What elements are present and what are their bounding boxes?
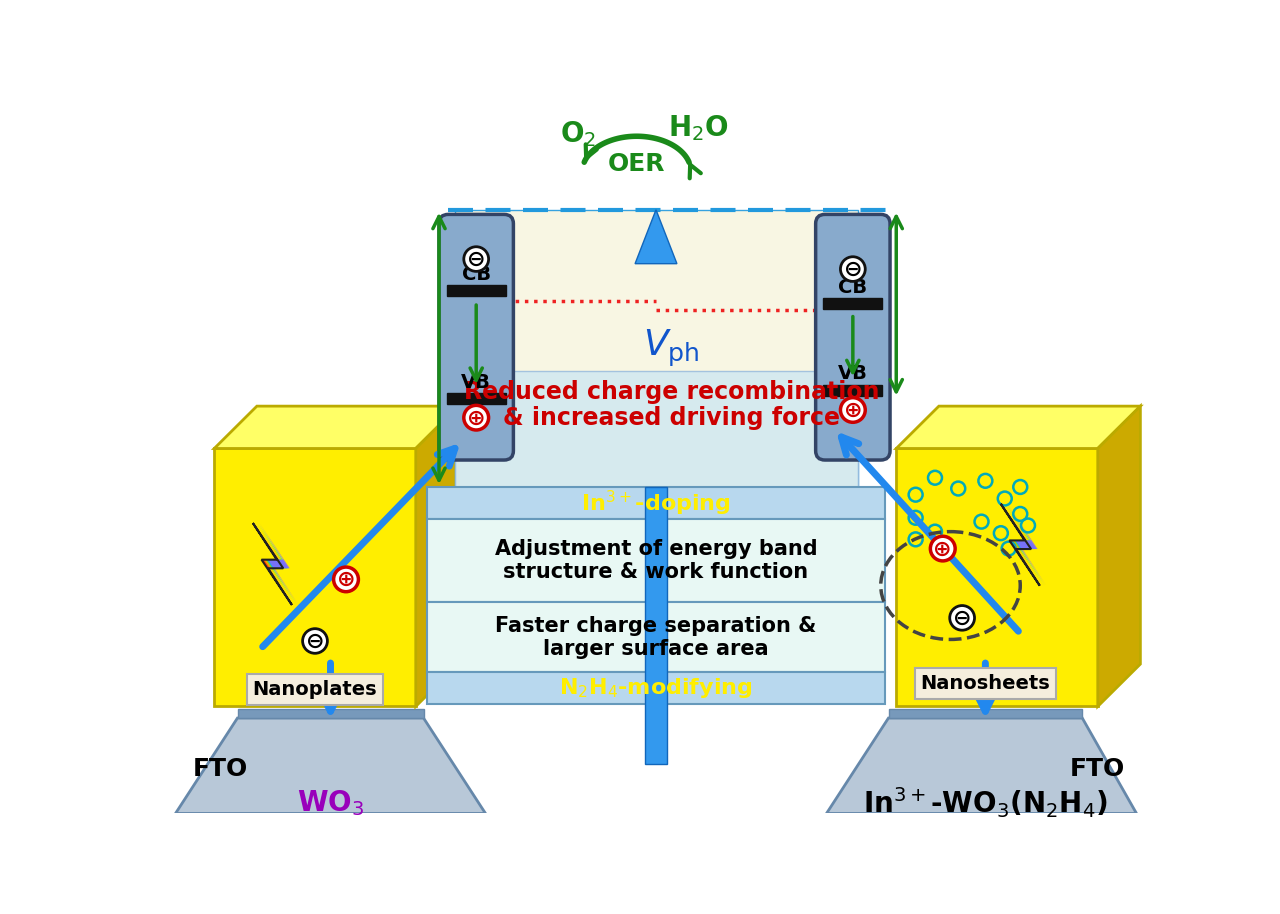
Text: ⊖: ⊖ <box>467 250 485 270</box>
Text: ⊖: ⊖ <box>844 260 863 280</box>
Polygon shape <box>175 718 485 813</box>
Text: ⊕: ⊕ <box>337 570 356 590</box>
Text: Reduced charge recombination: Reduced charge recombination <box>463 380 879 404</box>
Text: Nanosheets: Nanosheets <box>920 674 1051 693</box>
Circle shape <box>841 398 865 422</box>
Circle shape <box>931 537 955 561</box>
FancyBboxPatch shape <box>815 215 890 460</box>
Text: CB: CB <box>462 265 490 283</box>
Circle shape <box>841 257 865 282</box>
Polygon shape <box>259 523 297 605</box>
Polygon shape <box>635 210 677 263</box>
Polygon shape <box>257 523 296 605</box>
Polygon shape <box>416 406 458 707</box>
Polygon shape <box>260 523 298 605</box>
Text: $\mathit{V}_{\rm ph}$: $\mathit{V}_{\rm ph}$ <box>644 328 700 369</box>
Text: O$_2$: O$_2$ <box>561 120 596 149</box>
Text: VB: VB <box>461 373 492 392</box>
FancyBboxPatch shape <box>439 215 513 460</box>
Bar <box>428 602 884 672</box>
Circle shape <box>950 606 974 630</box>
Text: ⊕: ⊕ <box>467 409 485 429</box>
Bar <box>645 487 667 764</box>
Bar <box>823 386 882 396</box>
Text: Nanoplates: Nanoplates <box>252 680 378 699</box>
Polygon shape <box>1004 504 1042 586</box>
Text: N$_2$H$_4$-modifying: N$_2$H$_4$-modifying <box>559 676 753 700</box>
Text: ⊖: ⊖ <box>952 609 972 629</box>
Polygon shape <box>238 708 424 718</box>
Polygon shape <box>1002 504 1041 586</box>
Text: WO$_3$: WO$_3$ <box>297 788 365 818</box>
Polygon shape <box>214 406 458 449</box>
Text: ⊕: ⊕ <box>844 400 863 420</box>
Bar <box>454 371 858 487</box>
Polygon shape <box>896 406 1140 449</box>
Circle shape <box>302 629 328 654</box>
Text: & increased driving force: & increased driving force <box>503 406 840 430</box>
Text: ⊖: ⊖ <box>306 632 324 652</box>
Polygon shape <box>255 523 293 605</box>
Polygon shape <box>896 449 1098 707</box>
Circle shape <box>334 567 358 591</box>
Text: Faster charge separation &
larger surface area: Faster charge separation & larger surfac… <box>495 615 817 659</box>
Bar <box>447 285 506 296</box>
Text: Adjustment of energy band
structure & work function: Adjustment of energy band structure & wo… <box>494 539 818 582</box>
Polygon shape <box>827 718 1137 813</box>
Polygon shape <box>888 708 1083 718</box>
Polygon shape <box>256 523 294 605</box>
Text: In$^{3+}$-doping: In$^{3+}$-doping <box>581 489 731 517</box>
Circle shape <box>463 406 489 430</box>
Bar <box>428 487 884 519</box>
Text: In$^{3+}$-WO$_3$(N$_2$H$_4$): In$^{3+}$-WO$_3$(N$_2$H$_4$) <box>863 785 1107 820</box>
Polygon shape <box>1001 504 1039 586</box>
Bar <box>447 393 506 404</box>
Text: H$_2$O: H$_2$O <box>668 113 730 143</box>
Bar <box>428 519 884 602</box>
Text: FTO: FTO <box>192 757 248 781</box>
Circle shape <box>463 247 489 271</box>
Polygon shape <box>1098 406 1140 707</box>
Polygon shape <box>1005 504 1043 586</box>
Polygon shape <box>253 523 292 605</box>
Bar <box>823 298 882 309</box>
Polygon shape <box>1006 504 1044 586</box>
Text: FTO: FTO <box>1070 757 1125 781</box>
Text: OER: OER <box>608 152 666 175</box>
Text: CB: CB <box>838 278 868 297</box>
Text: ⊕: ⊕ <box>933 539 952 559</box>
Bar <box>428 672 884 704</box>
Polygon shape <box>1007 504 1046 586</box>
Bar <box>454 210 858 487</box>
Text: VB: VB <box>838 364 868 383</box>
Polygon shape <box>214 449 416 707</box>
